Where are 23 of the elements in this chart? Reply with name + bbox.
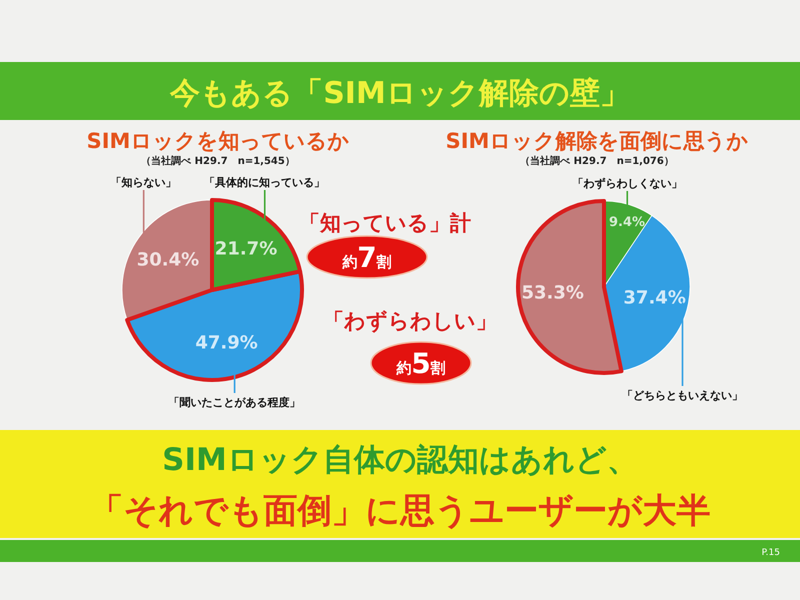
- value-label: 9.4%: [609, 214, 646, 230]
- annotation: P.15: [762, 548, 780, 558]
- category-label: 「聞いたことがある程度」: [168, 396, 301, 409]
- value-label: 37.4%: [623, 287, 686, 308]
- category-label: 「わずらわしくない」: [572, 177, 682, 190]
- annotation: 「それでも面倒」に思うユーザーが大半: [90, 491, 710, 531]
- title: SIMロックを知っているか: [86, 129, 350, 153]
- title: 今もある「SIMロック解除の壁」: [170, 76, 630, 111]
- annotation: 約5割: [396, 347, 446, 380]
- annotation: 「知っている」計: [299, 211, 471, 235]
- value-label: 47.9%: [195, 332, 258, 354]
- category-label: 「どちらともいえない」: [622, 389, 743, 402]
- annotation: SIMロック自体の認知はあれど、: [162, 442, 638, 478]
- category-label: 「知らない」: [110, 176, 177, 189]
- annotation: 「わずらわしい」: [323, 309, 497, 333]
- subtitle: （当社調べ H29.7 n=1,545）: [141, 156, 295, 167]
- annotation: 約7割: [342, 241, 392, 274]
- subtitle: （当社調べ H29.7 n=1,076）: [520, 156, 674, 167]
- value-label: 30.4%: [136, 249, 200, 270]
- value-label: 53.3%: [521, 282, 584, 304]
- value-label: 21.7%: [214, 238, 278, 260]
- category-label: 「具体的に知っている」: [204, 176, 326, 189]
- title: SIMロック解除を面倒に思うか: [446, 129, 748, 153]
